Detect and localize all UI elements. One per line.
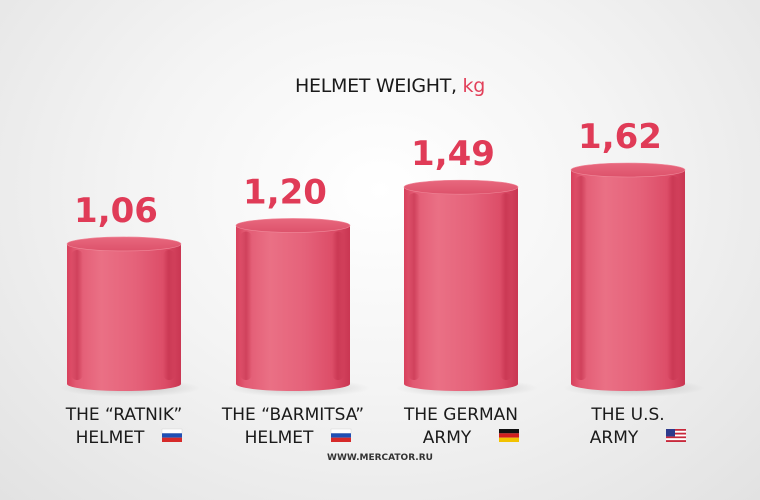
category-label-2: THE “BARMITSA” HELMET xyxy=(221,405,364,448)
category-label-3: THE GERMAN ARMY xyxy=(403,405,519,448)
value-label: 1,20 xyxy=(243,172,327,212)
bar-top xyxy=(235,218,351,233)
bar-stripe-right xyxy=(667,176,679,380)
bar-body xyxy=(236,225,350,391)
russia-flag-icon xyxy=(161,428,183,442)
chart-title: HELMET WEIGHT, kg xyxy=(295,75,485,97)
germany-flag-icon xyxy=(499,429,519,442)
bar-3: 1,49 xyxy=(396,134,538,397)
category-label-line1: THE “BARMITSA” xyxy=(221,405,364,425)
category-label-line2: HELMET xyxy=(245,428,314,448)
bar-body xyxy=(67,243,181,391)
category-label-line1: THE GERMAN xyxy=(403,405,518,425)
bar-body xyxy=(571,170,685,391)
bar-stripe-right xyxy=(500,193,512,380)
bar-2: 1,20 xyxy=(228,172,370,397)
source-label: WWW.MERCATOR.RU xyxy=(327,453,433,463)
bars-group: 1,06 1,20 1,49 1,62 xyxy=(59,117,705,397)
value-label: 1,06 xyxy=(74,191,158,231)
chart-title-unit: kg xyxy=(463,75,485,97)
bar-1: 1,06 xyxy=(59,191,201,397)
category-label-line2: ARMY xyxy=(590,428,639,448)
chart-title-main: HELMET WEIGHT, xyxy=(295,75,463,97)
usa-flag-icon xyxy=(666,429,686,442)
value-label: 1,62 xyxy=(578,117,662,157)
bar-stripe-left xyxy=(575,176,587,380)
category-label-line2: HELMET xyxy=(76,428,145,448)
bar-top xyxy=(66,236,182,252)
category-label-line1: THE U.S. xyxy=(590,405,664,425)
bar-body xyxy=(404,187,518,391)
russia-flag-icon xyxy=(330,428,352,442)
bar-4: 1,62 xyxy=(563,117,705,397)
value-label: 1,49 xyxy=(411,134,495,174)
bar-stripe-left xyxy=(408,193,420,380)
bar-stripe-right xyxy=(163,249,175,380)
bar-top xyxy=(570,162,686,178)
category-label-1: THE “RATNIK” HELMET xyxy=(65,405,183,448)
category-label-line1: THE “RATNIK” xyxy=(65,405,183,425)
category-label-4: THE U.S. ARMY xyxy=(590,405,686,448)
bar-top xyxy=(403,179,519,195)
bar-stripe-left xyxy=(240,231,252,380)
bar-stripe-left xyxy=(71,249,83,380)
bar-stripe-right xyxy=(332,231,344,380)
category-label-line2: ARMY xyxy=(423,428,472,448)
